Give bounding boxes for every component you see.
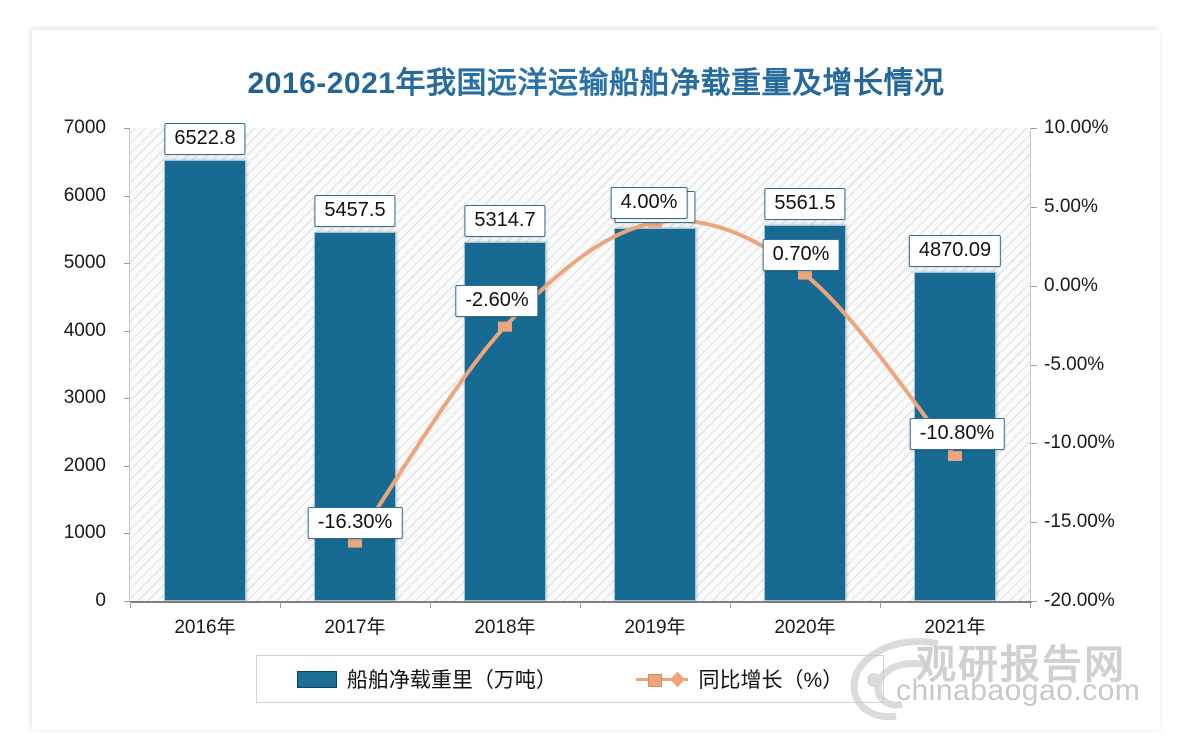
growth-value-label: -16.30% bbox=[307, 506, 403, 539]
bar-value-label: 5314.7 bbox=[464, 204, 546, 237]
left-axis-tick: 1000 bbox=[63, 522, 106, 544]
left-axis-tick-mark bbox=[124, 398, 130, 400]
right-axis-tick-mark bbox=[1031, 206, 1037, 208]
category-tick-mark bbox=[1030, 602, 1031, 608]
growth-value-label: -2.60% bbox=[455, 284, 539, 317]
right-axis-tick: -5.00% bbox=[1044, 353, 1105, 375]
right-axis-tick: -20.00% bbox=[1044, 590, 1115, 611]
watermark-text-cn: 观研报告网 bbox=[916, 643, 1126, 687]
right-axis-tick: -10.00% bbox=[1044, 432, 1115, 454]
legend-item-line[interactable]: 同比增长（%） bbox=[636, 664, 843, 694]
line-marker-icon bbox=[636, 671, 689, 688]
right-axis-tick-mark bbox=[1031, 443, 1037, 445]
left-axis-tick-mark bbox=[124, 330, 130, 332]
growth-value-label: -10.80% bbox=[909, 417, 1005, 450]
bar-value-label: 6522.8 bbox=[164, 123, 246, 156]
left-axis-tick-mark bbox=[124, 128, 130, 129]
right-axis-tick-mark bbox=[1031, 285, 1037, 287]
bar-value-label: 5561.5 bbox=[764, 188, 846, 221]
right-axis-tick: 0.00% bbox=[1044, 274, 1098, 296]
left-axis-tick-mark bbox=[124, 601, 130, 602]
left-axis-tick-mark bbox=[124, 195, 130, 197]
left-axis-tick: 6000 bbox=[63, 184, 106, 206]
bar[interactable] bbox=[614, 227, 696, 601]
right-axis-tick-mark bbox=[1031, 128, 1037, 129]
bar-value-label: 4870.09 bbox=[908, 234, 1002, 267]
category-tick-mark bbox=[280, 602, 281, 608]
left-axis-tick: 7000 bbox=[63, 117, 106, 138]
bar[interactable] bbox=[164, 160, 246, 601]
right-axis-tick: 10.00% bbox=[1044, 117, 1109, 138]
category-tick-label: 2019年 bbox=[624, 617, 686, 638]
growth-value-label: 0.70% bbox=[762, 238, 840, 271]
left-axis-tick: 2000 bbox=[63, 454, 106, 476]
category-tick-label: 2018年 bbox=[474, 617, 536, 638]
left-axis-tick-mark bbox=[124, 263, 130, 265]
category-tick-mark bbox=[130, 602, 131, 608]
category-tick-label: 2021年 bbox=[924, 617, 986, 638]
category-tick-mark bbox=[430, 602, 431, 608]
plot-area bbox=[130, 128, 1030, 601]
bar-value-label: 5457.5 bbox=[314, 195, 396, 228]
category-tick-mark bbox=[730, 602, 731, 608]
right-axis-tick: -15.00% bbox=[1044, 511, 1115, 533]
growth-value-label: 4.00% bbox=[610, 186, 688, 219]
category-tick-label: 2016年 bbox=[174, 617, 236, 638]
legend-item-bar[interactable]: 船舶净载重里（万吨） bbox=[296, 664, 557, 694]
bar-swatch-icon bbox=[296, 670, 337, 688]
chart-card: 2016-2021年我国远洋运输船舶净载重量及增长情况 7000 6000 5000… bbox=[32, 30, 1160, 730]
bar[interactable] bbox=[314, 232, 396, 601]
left-axis-line bbox=[129, 128, 130, 602]
category-tick-label: 2020年 bbox=[774, 617, 836, 638]
category-tick-mark bbox=[580, 602, 581, 608]
legend-label-line: 同比增长（%） bbox=[698, 669, 844, 692]
left-axis-tick: 3000 bbox=[63, 387, 106, 409]
right-axis-tick-mark bbox=[1031, 522, 1037, 524]
bar[interactable] bbox=[764, 225, 846, 601]
right-axis-tick-mark bbox=[1031, 364, 1037, 366]
watermark-url: chinabaogao.com bbox=[896, 674, 1141, 707]
legend-label-bar: 船舶净载重里（万吨） bbox=[346, 669, 557, 692]
chart-title: 2016-2021年我国远洋运输船舶净载重量及增长情况 bbox=[32, 58, 1160, 102]
left-axis-tick: 0 bbox=[95, 590, 106, 611]
category-tick-label: 2017年 bbox=[324, 617, 386, 638]
left-axis-tick: 4000 bbox=[63, 319, 106, 341]
left-axis-tick-mark bbox=[124, 533, 130, 535]
category-axis-line bbox=[130, 601, 1032, 603]
chart-legend[interactable]: 船舶净载重里（万吨） 同比增长（%） bbox=[256, 655, 884, 703]
right-axis-tick: 5.00% bbox=[1044, 195, 1098, 217]
left-axis-tick-mark bbox=[124, 465, 130, 467]
category-tick-mark bbox=[880, 602, 881, 608]
right-axis-tick-mark bbox=[1031, 601, 1037, 602]
left-axis-tick: 5000 bbox=[63, 252, 106, 274]
right-axis-line bbox=[1030, 128, 1031, 602]
